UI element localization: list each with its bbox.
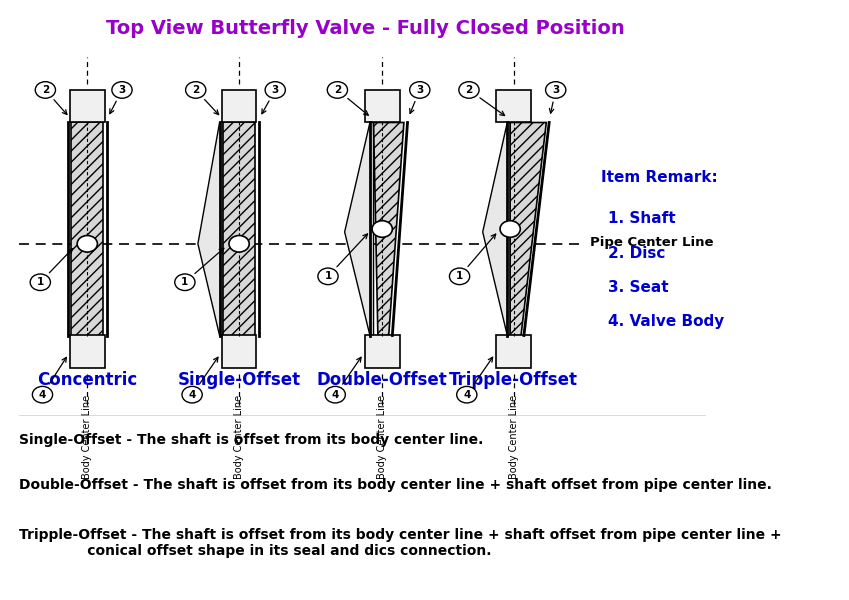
Circle shape: [500, 221, 520, 237]
Text: 3: 3: [118, 85, 126, 95]
Circle shape: [449, 268, 469, 284]
Circle shape: [182, 386, 202, 403]
Text: Tripple-Offset - The shaft is offset from its body center line + shaft offset fr: Tripple-Offset - The shaft is offset fro…: [19, 528, 781, 558]
Polygon shape: [510, 122, 546, 335]
Circle shape: [186, 82, 205, 98]
Text: 2: 2: [465, 85, 473, 95]
Text: 4. Valve Body: 4. Valve Body: [608, 314, 724, 329]
Text: 4: 4: [332, 389, 339, 400]
Circle shape: [327, 82, 347, 98]
Circle shape: [318, 268, 338, 284]
Text: 1: 1: [456, 271, 464, 281]
Bar: [497, 335, 531, 368]
Text: Body Center Line: Body Center Line: [234, 395, 245, 479]
Text: Tripple-Offset: Tripple-Offset: [449, 371, 578, 389]
Bar: [70, 90, 104, 122]
Circle shape: [32, 386, 53, 403]
Text: Body Center Line: Body Center Line: [509, 395, 519, 479]
Text: 1: 1: [181, 277, 188, 287]
Circle shape: [175, 274, 195, 290]
Circle shape: [77, 236, 98, 252]
Text: 2. Disc: 2. Disc: [608, 245, 665, 260]
Polygon shape: [345, 122, 374, 335]
Text: 3: 3: [272, 85, 278, 95]
Circle shape: [458, 82, 479, 98]
Circle shape: [265, 82, 285, 98]
Circle shape: [31, 274, 50, 290]
Text: 1: 1: [37, 277, 44, 287]
Text: 2: 2: [192, 85, 200, 95]
Circle shape: [112, 82, 132, 98]
Circle shape: [372, 221, 392, 237]
Circle shape: [325, 386, 346, 403]
Text: Top View Butterfly Valve - Fully Closed Position: Top View Butterfly Valve - Fully Closed …: [106, 19, 625, 38]
Bar: [365, 335, 400, 368]
Polygon shape: [483, 122, 510, 335]
Text: Single-Offset - The shaft is offset from its body center line.: Single-Offset - The shaft is offset from…: [19, 433, 483, 447]
Circle shape: [229, 236, 250, 252]
Text: 3. Seat: 3. Seat: [608, 280, 668, 295]
Text: 3: 3: [552, 85, 559, 95]
Polygon shape: [71, 122, 104, 335]
Bar: [70, 335, 104, 368]
Text: 2: 2: [42, 85, 49, 95]
Text: 2: 2: [334, 85, 341, 95]
Circle shape: [410, 82, 430, 98]
Bar: [497, 90, 531, 122]
Circle shape: [457, 386, 477, 403]
Circle shape: [546, 82, 565, 98]
Text: Concentric: Concentric: [37, 371, 138, 389]
Text: Single-Offset: Single-Offset: [177, 371, 301, 389]
Text: Body Center Line: Body Center Line: [377, 395, 387, 479]
Bar: [222, 90, 256, 122]
Text: 4: 4: [188, 389, 196, 400]
Circle shape: [36, 82, 55, 98]
Polygon shape: [223, 122, 255, 335]
Polygon shape: [198, 122, 223, 335]
Text: Pipe Center Line: Pipe Center Line: [590, 236, 713, 248]
Text: 4: 4: [463, 389, 470, 400]
Bar: [365, 90, 400, 122]
Polygon shape: [374, 122, 404, 335]
Bar: [222, 335, 256, 368]
Text: 1. Shaft: 1. Shaft: [608, 211, 675, 226]
Text: Body Center Line: Body Center Line: [82, 395, 93, 479]
Text: 3: 3: [416, 85, 424, 95]
Text: Double-Offset: Double-Offset: [317, 371, 447, 389]
Text: 1: 1: [324, 271, 332, 281]
Text: Item Remark:: Item Remark:: [600, 170, 717, 185]
Text: 4: 4: [39, 389, 46, 400]
Text: Double-Offset - The shaft is offset from its body center line + shaft offset fro: Double-Offset - The shaft is offset from…: [19, 478, 772, 491]
